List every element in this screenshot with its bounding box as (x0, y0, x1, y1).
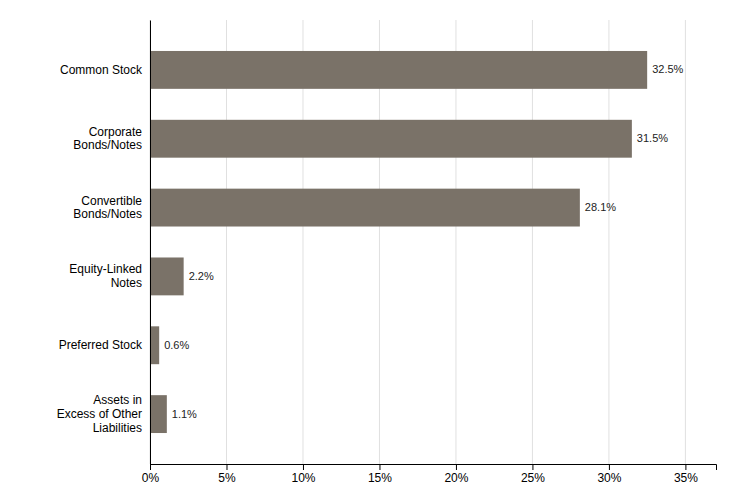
grid (150, 20, 685, 464)
data-label: 28.1% (585, 201, 616, 213)
tick-mark (532, 464, 533, 470)
tick: 15% (368, 464, 392, 485)
data-labels: 1.1% 0.6% 2.2% 28.1% 31.5% 32.5% (164, 63, 683, 419)
tick-label: 35% (674, 471, 698, 485)
bar (150, 51, 647, 89)
tick: 25% (521, 464, 545, 485)
tick-mark (303, 464, 304, 470)
tick-mark (379, 464, 380, 470)
tick-label-line: Notes (111, 276, 142, 290)
tick: 5% (218, 464, 236, 485)
y-axis: Assets inExcess of OtherLiabilities Prefe… (57, 21, 151, 465)
tick-mark (685, 464, 686, 470)
bar (150, 326, 159, 364)
axis-line (150, 21, 151, 465)
tick: ConvertibleBonds/Notes (73, 194, 150, 222)
tick-mark (609, 464, 610, 470)
bar (150, 189, 580, 227)
grid-line (150, 20, 151, 464)
tick-label: Equity-LinkedNotes (69, 262, 142, 290)
tick: 30% (597, 464, 621, 485)
data-label: 0.6% (164, 339, 189, 351)
tick: 0% (142, 464, 160, 485)
tick-label: 5% (218, 471, 236, 485)
tick-label-line: Liabilities (93, 421, 142, 435)
tick-label-line: Equity-Linked (69, 262, 142, 276)
tick-label-line: Assets in (93, 393, 142, 407)
bars (150, 51, 647, 433)
tick-mark (226, 464, 227, 470)
tick: CorporateBonds/Notes (73, 125, 150, 153)
data-label: 31.5% (637, 132, 668, 144)
bar (150, 120, 632, 158)
tick-label: 10% (291, 471, 315, 485)
tick-label: Preferred Stock (59, 338, 143, 352)
tick-label: Assets inExcess of OtherLiabilities (57, 393, 142, 435)
tick-label: 0% (142, 471, 160, 485)
tick: Assets inExcess of OtherLiabilities (57, 393, 150, 435)
tick-label: 20% (444, 471, 468, 485)
x-axis: 0% 5% 10% 15% 20% 25% 30% 35% (142, 464, 717, 485)
tick-mark (150, 464, 151, 470)
tick-mark (456, 464, 457, 470)
bar (150, 257, 184, 295)
tick-label-line: Corporate (89, 125, 143, 139)
tick-label-line: Excess of Other (57, 407, 142, 421)
tick-label-line: Common Stock (60, 63, 143, 77)
tick-label: 30% (597, 471, 621, 485)
tick: 20% (444, 464, 468, 485)
axis-line (151, 465, 717, 471)
tick-label: CorporateBonds/Notes (73, 125, 142, 153)
chart: 0% 5% 10% 15% 20% 25% 30% 35% Assets inExcess of… (0, 0, 756, 504)
data-label: 32.5% (652, 63, 683, 75)
tick-label-line: Bonds/Notes (73, 138, 142, 152)
tick-label: 25% (521, 471, 545, 485)
tick-label-line: Bonds/Notes (73, 207, 142, 221)
tick: Preferred Stock (59, 338, 150, 352)
data-label: 1.1% (172, 408, 197, 420)
tick: 35% (674, 464, 698, 485)
grid-line (685, 20, 686, 464)
tick-label-line: Convertible (81, 194, 142, 208)
tick: 10% (291, 464, 315, 485)
plot: 0% 5% 10% 15% 20% 25% 30% 35% Assets inExcess of… (57, 20, 717, 485)
tick: Equity-LinkedNotes (69, 262, 150, 290)
tick-label: 15% (368, 471, 392, 485)
tick-label: ConvertibleBonds/Notes (73, 194, 142, 222)
tick: Common Stock (60, 63, 150, 77)
data-label: 2.2% (189, 270, 214, 282)
tick-label-line: Preferred Stock (59, 338, 143, 352)
tick-label: Common Stock (60, 63, 143, 77)
bar (150, 395, 167, 433)
